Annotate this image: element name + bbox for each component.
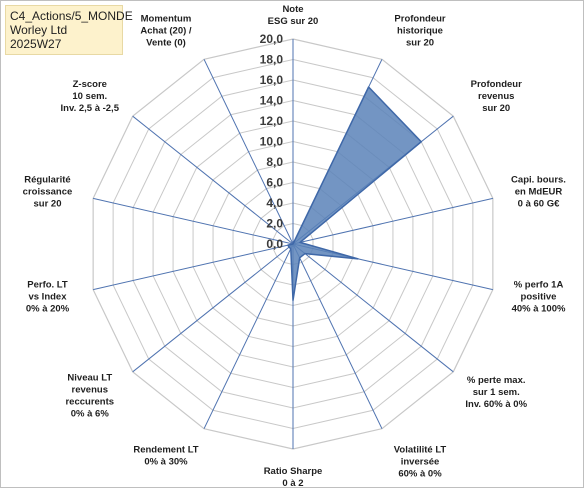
category-label-line: Momentum <box>141 14 192 25</box>
axis-spoke <box>203 243 294 429</box>
axis-spoke <box>203 59 294 245</box>
category-label-line: croissance <box>23 186 73 197</box>
info-line-1: C4_Actions/5_MONDE <box>10 9 133 23</box>
axis-spoke <box>292 243 454 373</box>
category-label-line: positive <box>521 292 557 303</box>
category-label-line: 0 à 60 G€ <box>518 198 560 209</box>
category-label-line: Note <box>282 4 303 15</box>
category-label-line: sur 20 <box>33 198 61 209</box>
category-label: Niveau LT revenus reccurents 0% à 6% <box>65 373 114 420</box>
tick-label: 16,0 <box>260 73 284 87</box>
category-label: Capi. bours. en MdEUR 0 à 60 G€ <box>511 174 566 209</box>
category-label-line: 0% à 20% <box>26 304 70 315</box>
radar-tick-labels: 0,0 2,0 4,0 6,0 8,0 10,0 12,0 14,0 16,0 18,0 20,0 <box>260 32 284 251</box>
tick-label: 10,0 <box>260 135 284 149</box>
category-label: Profondeur revenus sur 20 <box>471 79 522 114</box>
category-label: Ratio Sharpe 0 à 2 <box>264 466 323 489</box>
tick-label: 12,0 <box>260 114 284 128</box>
category-label-line: sur 20 <box>406 38 434 49</box>
category-label: Momentum Achat (20) / Vente (0) <box>140 14 192 49</box>
category-label-line: sur 20 <box>482 103 510 114</box>
category-label-line: revenus <box>72 385 108 396</box>
tick-label: 2,0 <box>266 217 283 231</box>
category-label: Note ESG sur 20 <box>268 4 319 27</box>
tick-label: 18,0 <box>260 53 284 67</box>
category-label-line: revenus <box>478 91 514 102</box>
category-label-line: Inv. 2,5 à -2,5 <box>61 103 120 114</box>
category-label-line: Capi. bours. <box>511 174 566 185</box>
category-label-line: 0 à 2 <box>282 478 303 489</box>
tick-label: 14,0 <box>260 94 284 108</box>
radar-category-labels: Note ESG sur 20 Profondeur historique sur 20… <box>23 4 566 489</box>
series-area <box>287 86 422 302</box>
category-label-line: Profondeur <box>394 14 445 25</box>
category-label-line: Ratio Sharpe <box>264 466 323 477</box>
category-label-line: Volatilité LT <box>394 444 447 455</box>
category-label-line: % perte max. <box>467 375 526 386</box>
category-label: Rendement LT 0% à 30% <box>133 444 198 467</box>
category-label: % perte max. sur 1 sem. Inv. 60% à 0% <box>465 375 527 410</box>
tick-label: 4,0 <box>266 196 283 210</box>
category-label: Z-score 10 sem. Inv. 2,5 à -2,5 <box>61 79 120 114</box>
category-label-line: % perfo 1A <box>514 280 564 291</box>
category-label-line: ESG sur 20 <box>268 16 319 27</box>
axis-spoke <box>132 243 294 373</box>
info-line-3: 2025W27 <box>10 37 62 51</box>
category-label-line: Z-score <box>73 79 107 90</box>
category-label: Régularité croissance sur 20 <box>23 174 73 209</box>
category-label-line: Vente (0) <box>146 38 186 49</box>
category-label-line: 10 sem. <box>72 91 107 102</box>
category-label-line: Rendement LT <box>133 444 198 455</box>
axis-spoke <box>292 197 493 245</box>
category-label-line: sur 1 sem. <box>473 387 520 398</box>
axis-spoke <box>132 115 294 245</box>
info-line-2: Worley Ltd <box>10 23 68 37</box>
category-label-line: Profondeur <box>471 79 522 90</box>
axis-spoke <box>292 243 383 429</box>
category-label-line: 0% à 6% <box>71 409 110 420</box>
category-label-line: Achat (20) / <box>140 26 192 37</box>
category-label-line: historique <box>397 26 443 37</box>
category-label-line: 60% à 0% <box>398 468 442 479</box>
axis-spoke <box>93 243 294 291</box>
tick-label: 6,0 <box>266 176 283 190</box>
category-label-line: inversée <box>401 456 440 467</box>
category-label-line: 0% à 30% <box>144 456 188 467</box>
category-label: Profondeur historique sur 20 <box>394 14 445 49</box>
category-label-line: en MdEUR <box>515 186 563 197</box>
category-label: Volatilité LT inversée 60% à 0% <box>394 444 447 479</box>
tick-label: 8,0 <box>266 155 283 169</box>
info-box: C4_Actions/5_MONDE Worley Ltd 2025W27 <box>5 5 133 55</box>
category-label-line: 40% à 100% <box>512 304 566 315</box>
category-label-line: Régularité <box>24 174 70 185</box>
radar-series <box>287 86 422 302</box>
category-label-line: Perfo. LT <box>27 280 68 291</box>
tick-label: 0,0 <box>266 237 283 251</box>
category-label: % perfo 1A positive 40% à 100% <box>512 280 566 315</box>
axis-spoke <box>93 197 294 245</box>
category-label-line: reccurents <box>65 397 114 408</box>
category-label-line: vs Index <box>28 292 67 303</box>
category-label: Perfo. LT vs Index 0% à 20% <box>26 280 70 315</box>
category-label-line: Inv. 60% à 0% <box>465 399 527 410</box>
tick-label: 20,0 <box>260 32 284 46</box>
category-label-line: Niveau LT <box>67 373 112 384</box>
